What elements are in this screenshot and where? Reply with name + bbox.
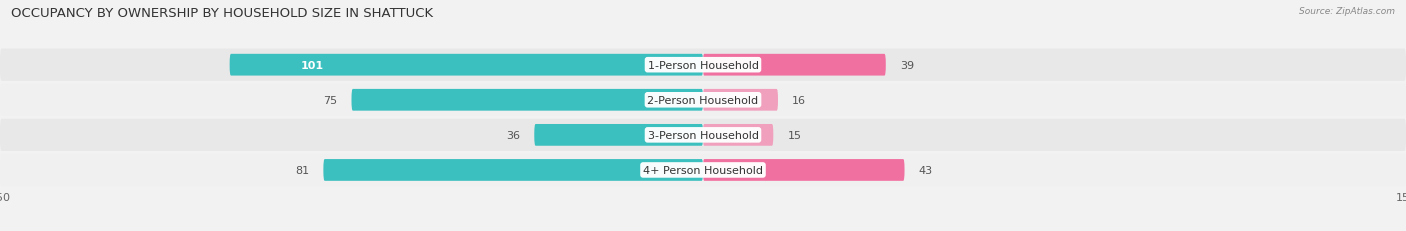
FancyBboxPatch shape bbox=[229, 55, 703, 76]
Text: 75: 75 bbox=[323, 95, 337, 105]
Text: 36: 36 bbox=[506, 130, 520, 140]
Text: 81: 81 bbox=[295, 165, 309, 175]
Text: Source: ZipAtlas.com: Source: ZipAtlas.com bbox=[1299, 7, 1395, 16]
Text: 15: 15 bbox=[787, 130, 801, 140]
FancyBboxPatch shape bbox=[703, 159, 904, 181]
FancyBboxPatch shape bbox=[0, 119, 1406, 151]
FancyBboxPatch shape bbox=[0, 154, 1406, 186]
Text: OCCUPANCY BY OWNERSHIP BY HOUSEHOLD SIZE IN SHATTUCK: OCCUPANCY BY OWNERSHIP BY HOUSEHOLD SIZE… bbox=[11, 7, 433, 20]
FancyBboxPatch shape bbox=[703, 90, 778, 111]
FancyBboxPatch shape bbox=[0, 84, 1406, 116]
Text: 101: 101 bbox=[301, 61, 323, 70]
Text: 39: 39 bbox=[900, 61, 914, 70]
Text: 1-Person Household: 1-Person Household bbox=[648, 61, 758, 70]
FancyBboxPatch shape bbox=[703, 55, 886, 76]
Text: 3-Person Household: 3-Person Household bbox=[648, 130, 758, 140]
Text: 43: 43 bbox=[918, 165, 932, 175]
FancyBboxPatch shape bbox=[0, 49, 1406, 82]
FancyBboxPatch shape bbox=[323, 159, 703, 181]
Text: 16: 16 bbox=[792, 95, 806, 105]
Text: 2-Person Household: 2-Person Household bbox=[647, 95, 759, 105]
FancyBboxPatch shape bbox=[534, 125, 703, 146]
Text: 4+ Person Household: 4+ Person Household bbox=[643, 165, 763, 175]
FancyBboxPatch shape bbox=[352, 90, 703, 111]
FancyBboxPatch shape bbox=[703, 125, 773, 146]
